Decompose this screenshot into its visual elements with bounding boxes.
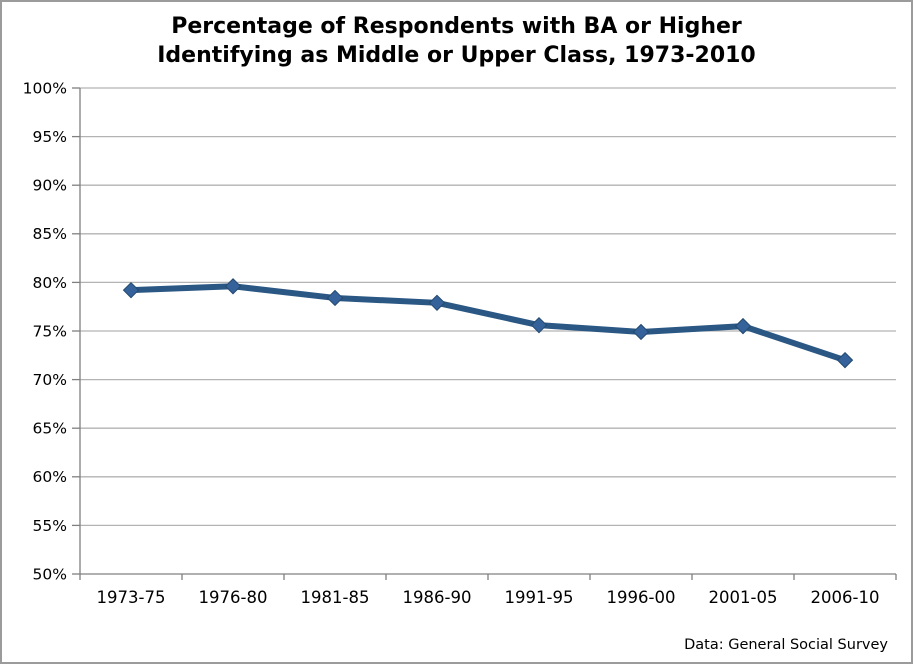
source-note: Data: General Social Survey <box>684 637 888 653</box>
data-point-marker <box>326 289 344 307</box>
x-axis-label: 1996-00 <box>607 588 676 607</box>
y-axis-label: 50% <box>33 565 67 583</box>
y-axis-label: 65% <box>33 420 67 438</box>
y-axis-label: 95% <box>33 128 67 146</box>
y-axis-label: 100% <box>23 79 67 97</box>
x-axis-label: 1991-95 <box>505 588 574 607</box>
data-point-marker <box>632 323 650 341</box>
data-point-marker <box>224 278 242 295</box>
y-axis-label: 55% <box>33 517 67 535</box>
data-point-marker <box>530 316 548 334</box>
chart-title-line1: Percentage of Respondents with BA or Hig… <box>171 14 742 39</box>
series-line <box>128 283 848 364</box>
data-point-marker <box>734 317 752 335</box>
chart-title-line2: Identifying as Middle or Upper Class, 19… <box>157 43 756 68</box>
y-axis-label: 60% <box>33 468 67 486</box>
y-axis-label: 80% <box>33 274 67 292</box>
data-point-marker <box>122 281 140 299</box>
y-axis-label: 75% <box>33 322 67 340</box>
y-axis-label: 85% <box>33 225 67 243</box>
x-axis-label: 1981-85 <box>301 588 370 607</box>
y-axis-label: 90% <box>33 177 67 195</box>
data-point-marker <box>836 351 854 369</box>
x-axis-label: 1976-80 <box>199 588 268 607</box>
chart-title: Percentage of Respondents with BA or Hig… <box>2 12 911 70</box>
x-axis-label: 1986-90 <box>403 588 472 607</box>
data-point-marker <box>428 294 446 312</box>
x-axis-label: 1973-75 <box>97 588 166 607</box>
y-axis-label: 70% <box>33 371 67 389</box>
x-axis-label: 2006-10 <box>811 588 880 607</box>
x-axis-label: 2001-05 <box>709 588 778 607</box>
